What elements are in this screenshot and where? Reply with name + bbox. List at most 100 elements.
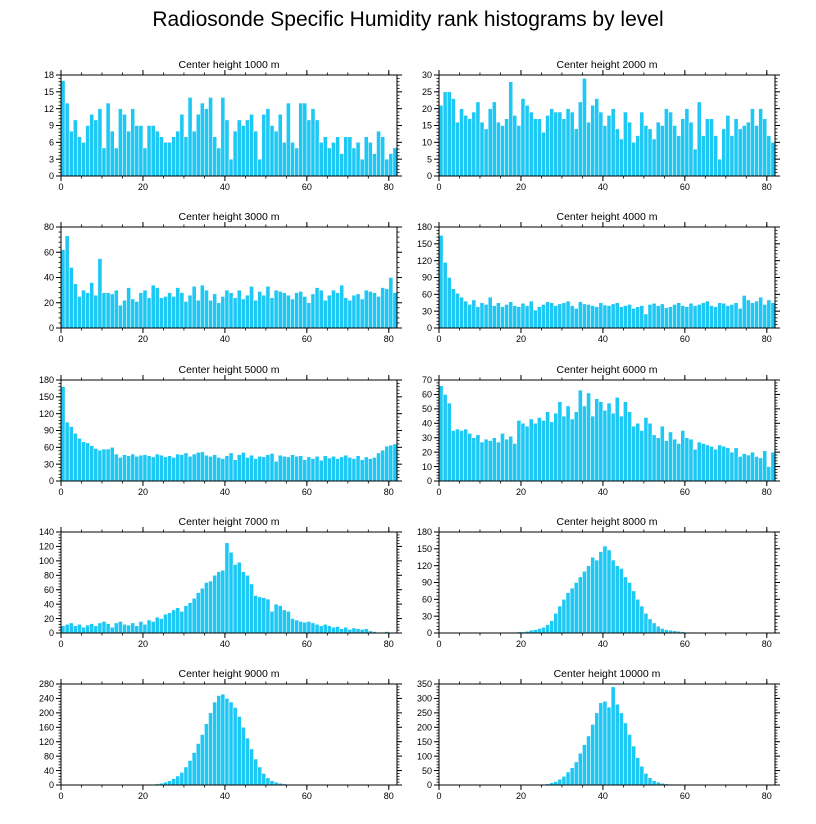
histogram-bar bbox=[187, 294, 193, 329]
plot-frame bbox=[60, 531, 398, 634]
histogram-bar bbox=[442, 91, 448, 177]
histogram-bar bbox=[483, 304, 489, 329]
histogram-bar bbox=[146, 297, 152, 329]
histogram-bar bbox=[376, 296, 381, 329]
histogram-bar bbox=[492, 101, 497, 177]
histogram-bar bbox=[286, 611, 291, 634]
histogram-bar bbox=[97, 449, 103, 482]
histogram-bar bbox=[306, 456, 312, 482]
histogram-bar bbox=[200, 588, 205, 634]
histogram-bar bbox=[598, 702, 604, 786]
histogram-bar bbox=[343, 626, 349, 634]
histogram-bar bbox=[114, 289, 119, 329]
histogram-bar bbox=[130, 453, 136, 482]
histogram-bar bbox=[241, 571, 246, 634]
histogram-bar bbox=[610, 412, 616, 482]
histogram-bar bbox=[241, 298, 246, 329]
histogram-bar bbox=[733, 118, 739, 177]
histogram-bar bbox=[335, 136, 340, 177]
histogram-bar bbox=[265, 777, 271, 786]
histogram-bar bbox=[142, 454, 148, 482]
histogram-bar bbox=[273, 603, 279, 634]
histogram-bar bbox=[122, 454, 127, 482]
histogram-bar bbox=[327, 625, 332, 634]
histogram-bar bbox=[298, 291, 304, 329]
histogram-bar bbox=[224, 289, 230, 329]
histogram-bar bbox=[582, 78, 587, 177]
histogram-bar bbox=[236, 454, 242, 482]
histogram-bar bbox=[138, 454, 144, 482]
histogram-bar bbox=[696, 101, 702, 177]
histogram-bar bbox=[741, 453, 747, 482]
histogram-bar bbox=[455, 121, 460, 177]
x-tick-label: 80 bbox=[384, 791, 394, 801]
histogram-bar bbox=[335, 626, 340, 634]
histogram-bar bbox=[331, 289, 336, 329]
histogram-bar bbox=[314, 456, 320, 482]
x-tick-label: 40 bbox=[220, 182, 230, 192]
histogram-bar bbox=[77, 136, 82, 177]
histogram-bar bbox=[179, 772, 185, 786]
histogram-bar bbox=[347, 629, 353, 634]
histogram-bar bbox=[249, 114, 254, 177]
histogram-bar bbox=[60, 80, 66, 177]
histogram-bar bbox=[475, 101, 481, 177]
histogram-bar bbox=[253, 130, 258, 177]
histogram-bar bbox=[549, 108, 554, 177]
x-tick-label: 0 bbox=[58, 182, 63, 192]
histogram-bar bbox=[692, 148, 698, 177]
histogram-bar bbox=[376, 452, 381, 482]
histogram-bar bbox=[598, 401, 604, 482]
histogram-bar bbox=[372, 292, 377, 329]
histogram-bar bbox=[257, 456, 263, 482]
histogram-bar bbox=[512, 443, 518, 482]
histogram-bar bbox=[532, 423, 538, 482]
histogram-bar bbox=[565, 108, 571, 177]
histogram-bar bbox=[89, 282, 95, 329]
y-tick-label: 20 bbox=[44, 614, 54, 624]
y-tick-label: 180 bbox=[417, 222, 432, 232]
histogram-bar bbox=[314, 287, 320, 329]
histogram-bar bbox=[200, 734, 205, 786]
histogram-bar bbox=[647, 423, 653, 482]
y-tick-label: 150 bbox=[417, 737, 432, 747]
histogram-bar bbox=[496, 121, 501, 177]
histogram-bar bbox=[676, 302, 682, 329]
histogram-bar bbox=[355, 455, 361, 482]
histogram-bar bbox=[569, 305, 575, 329]
histogram-bar bbox=[614, 128, 620, 177]
histogram-bar bbox=[668, 111, 673, 177]
histogram-bar bbox=[179, 114, 185, 177]
histogram-bar bbox=[475, 434, 481, 482]
histogram-bar bbox=[216, 457, 222, 482]
histogram-bar bbox=[602, 410, 608, 482]
histogram-bar bbox=[257, 596, 263, 634]
histogram-bar bbox=[368, 458, 373, 482]
histogram-bar bbox=[269, 780, 275, 786]
histogram-bar bbox=[64, 421, 70, 482]
histogram-bar bbox=[318, 289, 324, 329]
histogram-bar bbox=[384, 445, 390, 482]
histogram-bar bbox=[614, 302, 620, 329]
histogram-bar bbox=[208, 712, 213, 786]
panel-title: Center height 1000 m bbox=[179, 59, 280, 71]
histogram-bar bbox=[623, 401, 628, 482]
histogram-bar bbox=[504, 118, 509, 177]
x-tick-label: 0 bbox=[58, 487, 63, 497]
histogram-bar bbox=[368, 291, 373, 329]
histogram-bar bbox=[105, 102, 111, 177]
y-tick-label: 50 bbox=[422, 766, 432, 776]
histogram-bar bbox=[696, 304, 702, 329]
histogram-bar bbox=[684, 437, 690, 482]
histogram-bar bbox=[459, 296, 464, 329]
histogram-bar bbox=[590, 724, 595, 786]
histogram-bar bbox=[623, 576, 628, 634]
x-tick-label: 0 bbox=[436, 639, 441, 649]
y-tick-label: 120 bbox=[39, 542, 54, 552]
histogram-bar bbox=[508, 81, 514, 177]
histogram-bar bbox=[438, 105, 444, 177]
histogram-bar bbox=[586, 565, 591, 634]
y-tick-label: 40 bbox=[44, 599, 54, 609]
histogram-bar bbox=[314, 624, 320, 634]
histogram-bar bbox=[594, 559, 600, 634]
